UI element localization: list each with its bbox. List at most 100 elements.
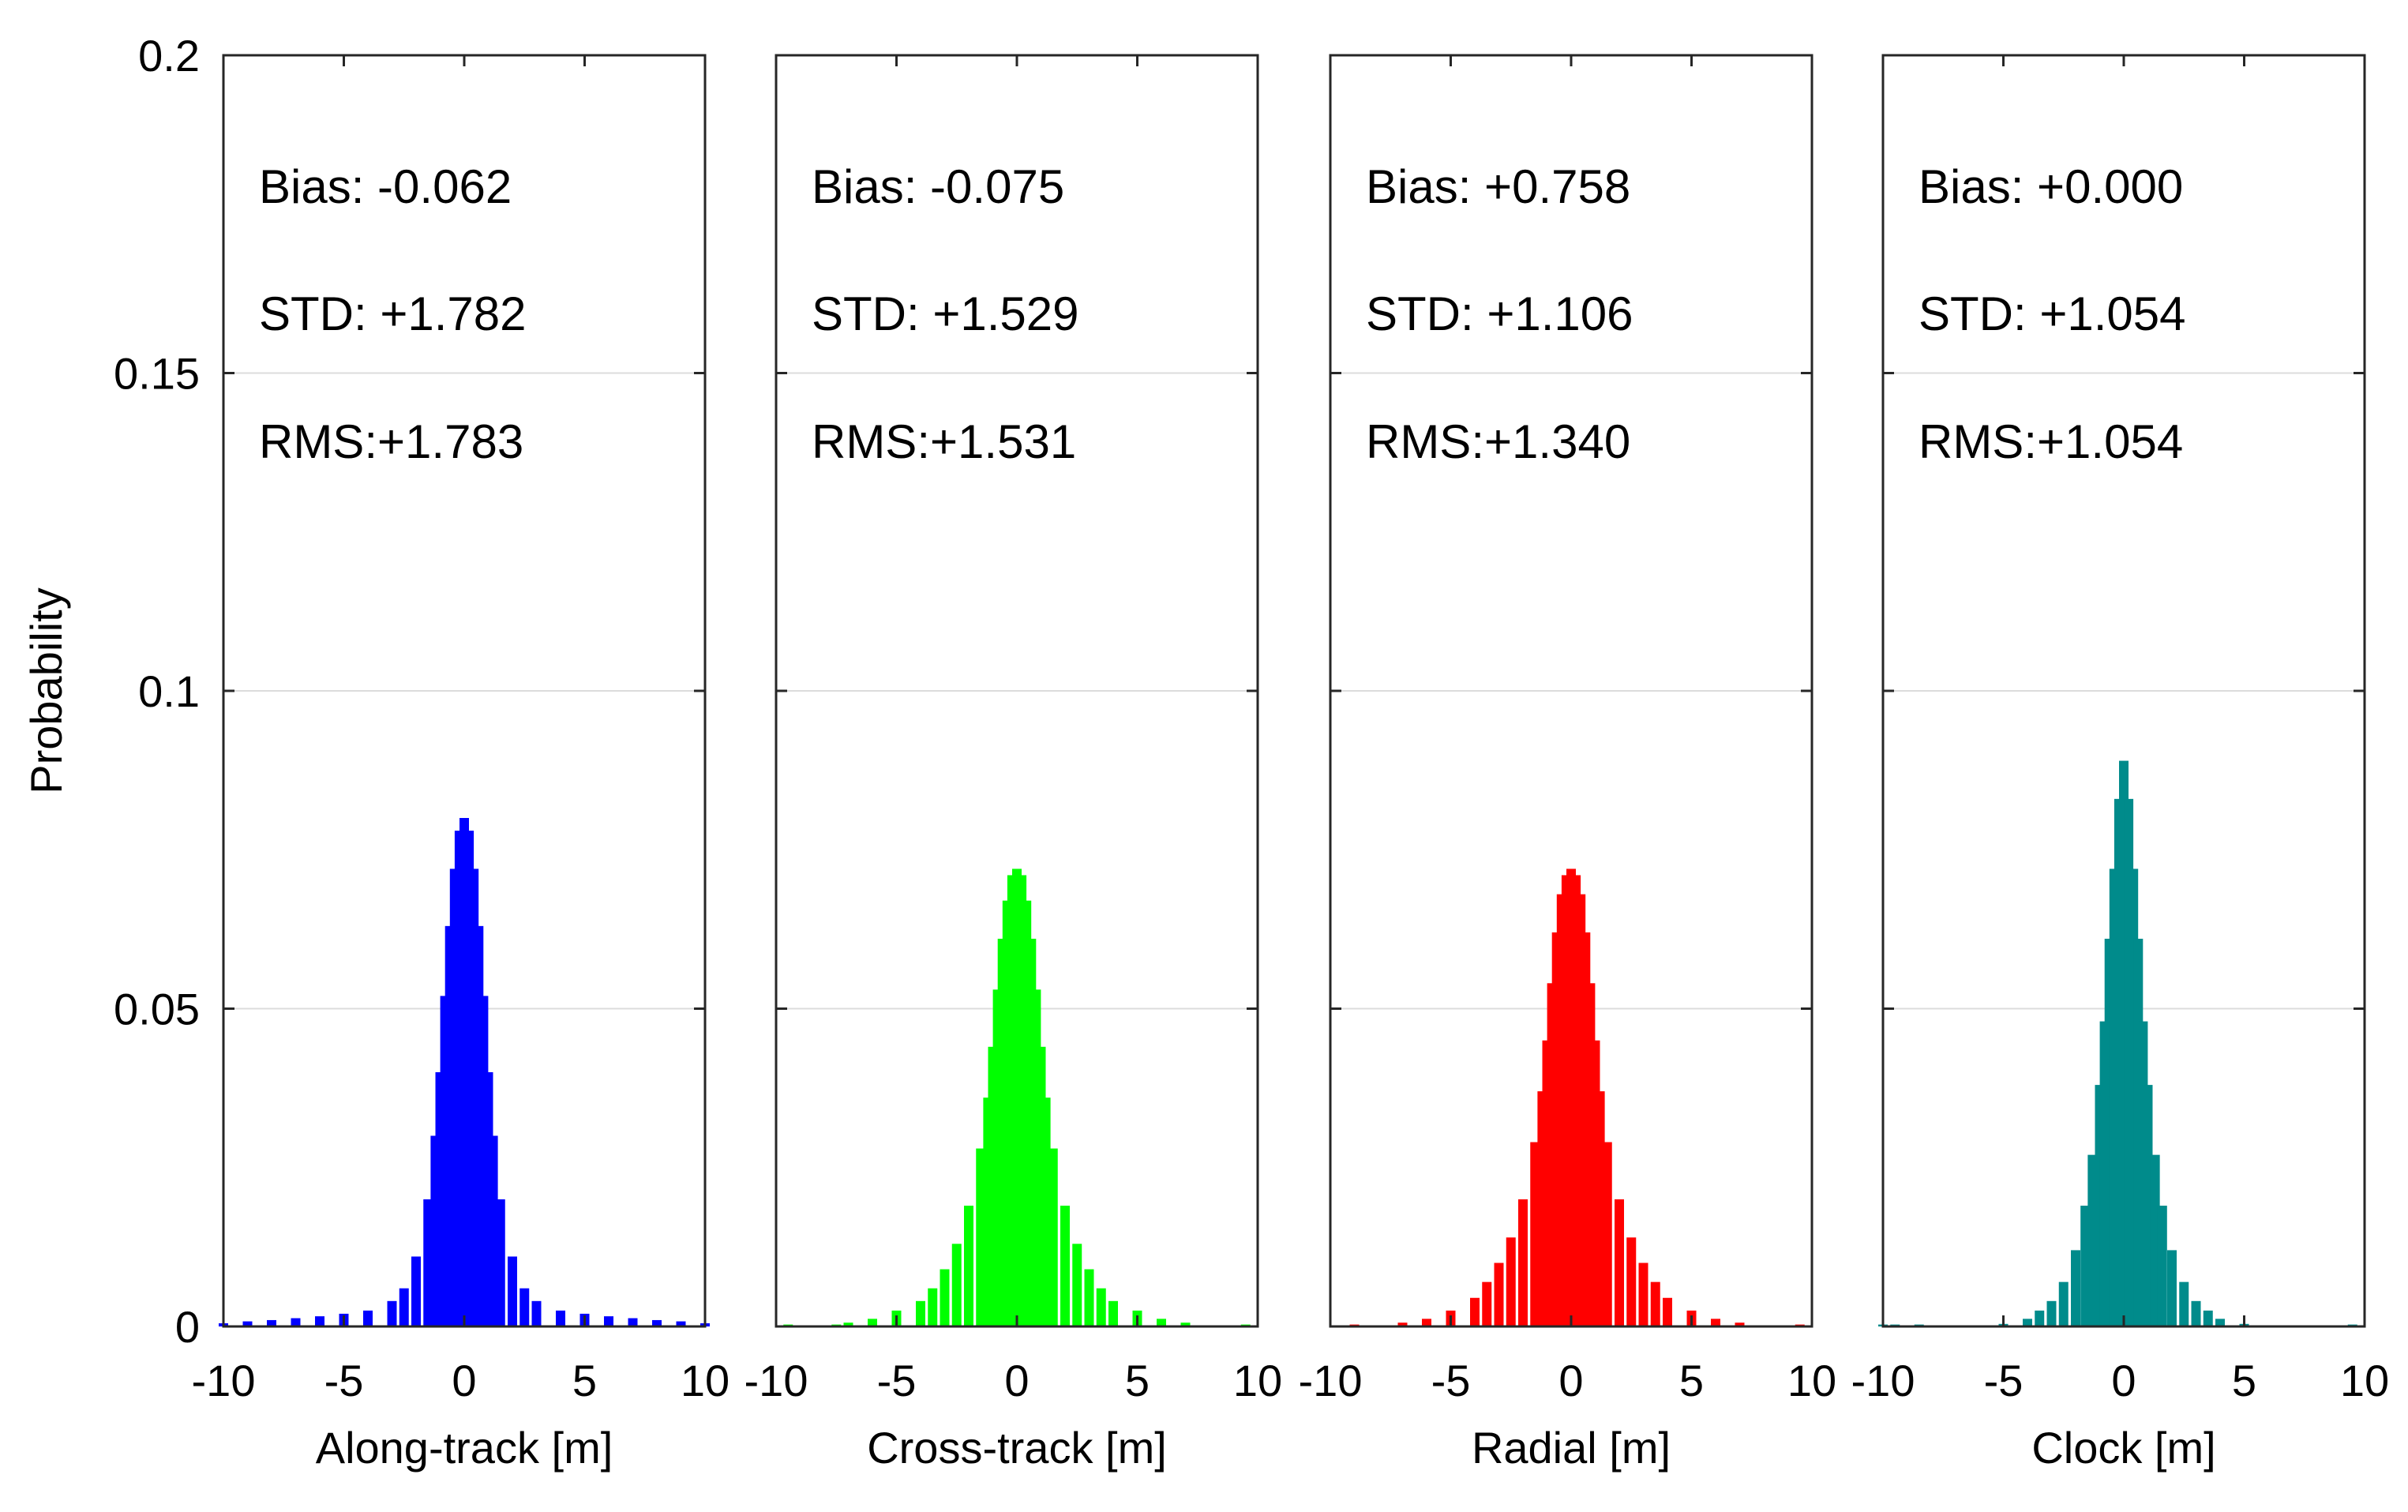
x-tick-label: 0	[1558, 1356, 1583, 1405]
x-tick-label: -10	[192, 1356, 256, 1405]
x-tick-label: 10	[1233, 1356, 1282, 1405]
panels: -10 -5 0 5 10 Along-track [m] Bias: -0.062 STD:…	[192, 54, 2389, 1473]
histogram-bar	[242, 1321, 253, 1326]
histogram-bar	[843, 1323, 853, 1326]
histogram-bar	[2023, 1319, 2032, 1326]
std-text: STD: +1.529	[812, 287, 1079, 340]
x-axis-label: Cross-track [m]	[867, 1423, 1167, 1473]
histogram-bar	[423, 1199, 433, 1326]
x-axis-label: Along-track [m]	[316, 1423, 613, 1473]
histogram-bar	[2071, 1250, 2080, 1326]
histogram-bar	[387, 1300, 397, 1326]
x-tick-label: -5	[1984, 1356, 2024, 1405]
histogram-bar	[916, 1300, 925, 1326]
histogram-bar	[2080, 1206, 2091, 1326]
x-tick-label: -5	[1431, 1356, 1471, 1405]
y-axis-label: Probability	[21, 587, 71, 794]
x-tick-label: -10	[1851, 1356, 1915, 1405]
histogram-bar	[976, 1148, 986, 1326]
histogram-bar	[519, 1288, 530, 1326]
histogram-bar	[1518, 1199, 1528, 1326]
panel-3: -10 -5 0 5 10 Radial [m] Bias: +0.758 STD: +1.1…	[1299, 54, 1836, 1473]
histogram-bar	[940, 1269, 950, 1326]
histogram-bar	[291, 1318, 301, 1326]
std-text: STD: +1.782	[259, 287, 527, 340]
histogram-bar	[1482, 1281, 1492, 1326]
x-tick-label: -10	[745, 1356, 808, 1405]
histogram-bar	[2046, 1300, 2057, 1326]
histogram-bar	[676, 1321, 686, 1326]
panel-1: -10 -5 0 5 10 Along-track [m] Bias: -0.062 STD:…	[192, 54, 730, 1473]
x-tick-label: 5	[572, 1356, 597, 1405]
bias-text: Bias: -0.075	[812, 160, 1064, 213]
rms-text: RMS:+1.340	[1366, 415, 1630, 468]
histogram-bar	[951, 1244, 962, 1326]
rms-text: RMS:+1.531	[812, 415, 1076, 468]
histogram-bar	[2203, 1310, 2213, 1326]
y-tick-labels: 0 0.05 0.1 0.15 0.2	[114, 31, 200, 1352]
histogram-bar	[1638, 1263, 1648, 1326]
histogram-bar	[508, 1256, 517, 1326]
x-tick-label: 5	[1125, 1356, 1150, 1405]
histogram-bar	[1180, 1323, 1191, 1326]
y-tick-label: 0.05	[114, 985, 200, 1034]
histogram-bar	[267, 1319, 276, 1326]
histogram-bar	[1711, 1319, 1720, 1326]
x-tick-label: 5	[1679, 1356, 1704, 1405]
histogram-bar	[1506, 1237, 1516, 1326]
histogram-bar	[868, 1319, 877, 1326]
histogram-bar	[363, 1310, 373, 1326]
y-tick-label: 0.15	[114, 349, 200, 399]
histogram-bar	[315, 1316, 324, 1326]
histogram-bar	[1470, 1297, 1480, 1326]
bias-text: Bias: -0.062	[259, 160, 512, 213]
histogram-bar	[628, 1318, 638, 1326]
histogram-bar	[1397, 1323, 1408, 1326]
panel-4: -10 -5 0 5 10 Clock [m] Bias: +0.000 STD: +1.05…	[1851, 54, 2389, 1473]
histogram-bar	[1626, 1237, 1637, 1326]
histogram-bar	[1060, 1206, 1070, 1326]
panel-2: -10 -5 0 5 10 Cross-track [m] Bias: -0.075 STD:…	[745, 54, 1282, 1473]
histogram-bar	[488, 1135, 498, 1326]
y-tick-label: 0	[175, 1302, 200, 1352]
histogram-bar	[928, 1288, 938, 1326]
y-tick-label: 0.1	[138, 666, 200, 716]
histogram-bar	[1422, 1319, 1431, 1326]
histogram-bar	[2157, 1206, 2167, 1326]
std-text: STD: +1.054	[1919, 287, 2186, 340]
histogram-bar	[1108, 1300, 1118, 1326]
x-tick-label: 0	[452, 1356, 476, 1405]
x-tick-label: 5	[2232, 1356, 2256, 1405]
histogram-bar	[1595, 1091, 1605, 1326]
histogram-bar	[1650, 1281, 1660, 1326]
histogram-bar	[604, 1316, 613, 1326]
x-tick-label: 10	[2340, 1356, 2389, 1405]
std-text: STD: +1.106	[1366, 287, 1633, 340]
bias-text: Bias: +0.758	[1366, 160, 1630, 213]
histogram-bar	[1735, 1323, 1745, 1326]
histogram-bar	[964, 1206, 973, 1326]
x-axis-label: Radial [m]	[1472, 1423, 1671, 1473]
histogram-bar	[2143, 1085, 2153, 1326]
rms-text: RMS:+1.783	[259, 415, 523, 468]
x-tick-label: 0	[2111, 1356, 2136, 1405]
x-tick-label: -5	[324, 1356, 364, 1405]
histogram-bar	[1072, 1244, 1082, 1326]
histogram-bar	[1615, 1199, 1624, 1326]
histogram-bar	[1602, 1142, 1612, 1326]
histogram-bar	[2191, 1300, 2201, 1326]
x-tick-label: -5	[877, 1356, 917, 1405]
histogram-bar	[1494, 1263, 1504, 1326]
x-axis-label: Clock [m]	[2031, 1423, 2215, 1473]
histogram-bar	[1530, 1142, 1540, 1326]
x-tick-label: 10	[1787, 1356, 1836, 1405]
histogram-bar	[1048, 1148, 1058, 1326]
x-tick-label: -10	[1299, 1356, 1363, 1405]
histogram-bar	[495, 1199, 505, 1326]
histogram-bar	[411, 1256, 421, 1326]
histogram-bar	[1041, 1097, 1051, 1326]
histogram-bar	[652, 1319, 662, 1326]
histogram-bar	[2150, 1154, 2160, 1326]
histogram-bar	[556, 1310, 565, 1326]
